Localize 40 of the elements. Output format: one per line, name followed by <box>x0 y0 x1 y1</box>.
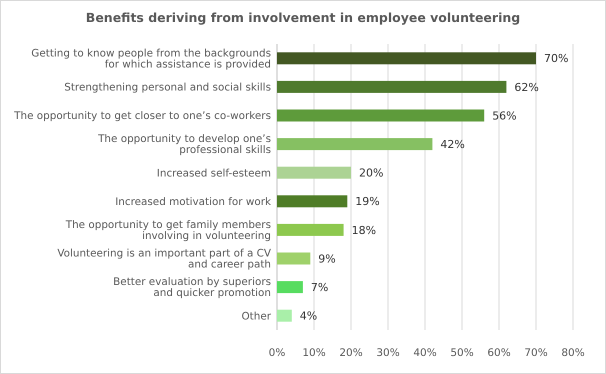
bar <box>277 224 344 236</box>
data-label: 70% <box>544 52 568 66</box>
x-tick-label: 0% <box>268 347 286 359</box>
bar <box>277 110 484 122</box>
x-tick-label: 30% <box>376 347 400 359</box>
chart-title: Benefits deriving from involvement in employee volunteering <box>86 10 520 25</box>
y-tick-label: Other <box>241 310 272 322</box>
y-tick-label: Increased self-esteem <box>156 167 271 180</box>
y-tick-label: Strengthening personal and social skills <box>64 82 271 94</box>
y-tick-label: Getting to know people from the backgrounds for which assistance is provided <box>31 47 271 70</box>
x-tick-label: 60% <box>487 347 511 359</box>
data-label: 18% <box>352 224 376 237</box>
x-tick-label: 70% <box>524 347 548 359</box>
bar <box>277 310 292 322</box>
bar <box>277 166 351 179</box>
y-tick-label: The opportunity to get family members involving in volunteering <box>64 219 271 242</box>
bar <box>277 195 348 208</box>
x-tick-label: 80% <box>561 347 585 359</box>
y-tick-label: Increased motivation for work <box>115 196 271 208</box>
y-tick-label: The opportunity to get closer to one’s co-workers <box>13 110 271 122</box>
bar <box>277 281 303 294</box>
x-tick-label: 10% <box>302 347 326 359</box>
y-tick-label: The opportunity to develop one’s professional skills <box>97 133 271 156</box>
data-label: 9% <box>318 252 336 266</box>
y-tick-label: Better evaluation by superiors and quicker promotion <box>113 276 271 300</box>
data-label: 56% <box>492 109 517 122</box>
data-label: 19% <box>355 195 380 208</box>
bar <box>277 252 310 264</box>
bar <box>277 138 432 150</box>
data-label: 7% <box>310 280 328 294</box>
x-tick-label: 40% <box>413 347 437 359</box>
bar <box>277 80 506 93</box>
bar <box>277 52 536 64</box>
data-label: 4% <box>300 310 318 323</box>
data-label: 20% <box>359 166 384 180</box>
data-label: 62% <box>514 80 539 94</box>
data-label: 42% <box>440 138 465 151</box>
x-tick-label: 50% <box>450 347 474 359</box>
x-tick-label: 20% <box>339 347 363 359</box>
y-tick-label: Volunteering is an important part of a CV and career path <box>57 248 272 271</box>
